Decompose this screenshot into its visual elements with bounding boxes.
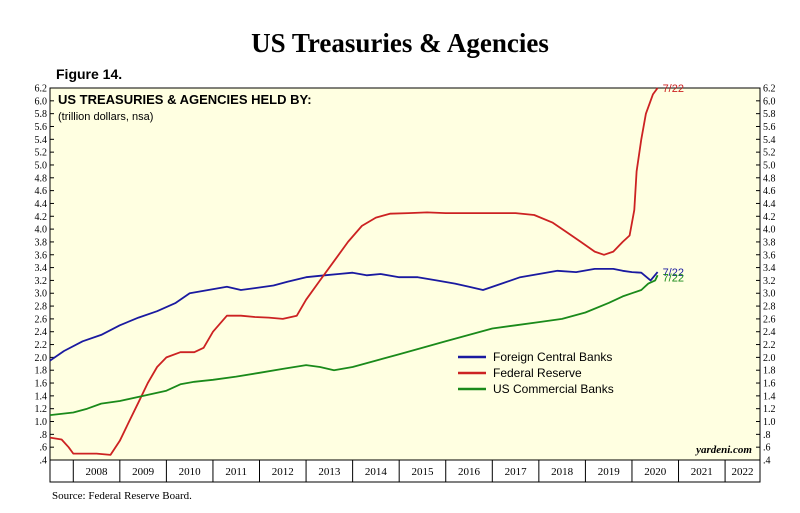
y-tick-label-right: 6.2 [763,84,776,95]
y-tick-label-right: .8 [763,430,771,441]
series-end-label: 7/22 [663,83,684,95]
y-tick-label-right: .6 [763,443,771,454]
y-tick-label-right: 1.2 [763,404,776,415]
y-tick-label-right: 3.4 [763,263,776,274]
y-tick-label-right: 6.0 [763,96,776,107]
y-tick-label-right: 4.2 [763,212,776,223]
y-tick-label-right: 2.0 [763,353,776,364]
y-tick-label-right: 5.8 [763,109,776,120]
x-tick-label: 2015 [411,466,434,478]
source-note: Source: Federal Reserve Board. [52,490,192,502]
legend-label: US Commercial Banks [493,382,614,396]
x-tick-label: 2021 [691,466,713,478]
y-tick-label-left: 4.0 [35,225,48,236]
y-tick-label-left: 2.4 [35,327,48,338]
y-tick-label-right: .4 [763,456,771,467]
y-tick-label-left: 5.0 [35,160,48,171]
y-tick-label-right: 1.0 [763,417,776,428]
y-tick-label-left: 2.8 [35,302,48,313]
y-tick-label-right: 1.6 [763,379,776,390]
y-tick-label-right: 2.8 [763,302,776,313]
y-tick-label-left: 3.2 [35,276,48,287]
x-tick-label: 2022 [732,466,754,478]
y-tick-label-left: 4.2 [35,212,48,223]
x-tick-label: 2010 [179,466,202,478]
end-labels: 7/227/227/22 [663,83,684,284]
series-line [49,87,659,456]
y-tick-label-left: 1.4 [35,391,48,402]
y-tick-label-right: 1.8 [763,366,776,377]
x-tick-label: 2014 [365,466,388,478]
y-tick-label-left: 6.2 [35,84,48,95]
y-tick-label-right: 5.2 [763,148,776,159]
x-tick-label: 2019 [598,466,621,478]
y-tick-label-right: 3.6 [763,250,776,261]
y-tick-label-left: 4.8 [35,173,48,184]
year-band [49,459,761,483]
x-tick-label: 2013 [318,466,341,478]
y-tick-label-left: 1.0 [35,417,48,428]
x-tick-label: 2011 [225,466,247,478]
plot-area [49,87,761,461]
series-end-label: 7/22 [663,267,684,279]
legend: Foreign Central Banks Federal Reserve US C… [458,350,614,396]
y-tick-label-left: .8 [40,430,48,441]
y-tick-label-right: 1.4 [763,391,776,402]
y-tick-label-right: 4.0 [763,225,776,236]
x-tick-label: 2008 [86,466,109,478]
y-tick-label-right: 2.4 [763,327,776,338]
y-axis-right: 6.26.0 5.8 5.6 5.4 5.25.0 4.8 4.6 4.4 4.2 4.03.8 3… [756,84,776,467]
y-tick-label-left: 5.2 [35,148,48,159]
y-tick-label-left: 2.6 [35,314,48,325]
y-tick-label-right: 4.6 [763,186,776,197]
legend-label: Federal Reserve [493,366,582,380]
legend-label: Foreign Central Banks [493,350,612,364]
y-tick-label-right: 3.8 [763,237,776,248]
y-tick-label-left: 5.4 [35,135,48,146]
y-tick-label-left: 4.6 [35,186,48,197]
y-tick-label-right: 3.2 [763,276,776,287]
page-title: US Treasuries & Agencies [251,28,549,58]
y-tick-label-left: 3.4 [35,263,48,274]
y-tick-label-right: 2.6 [763,314,776,325]
series-line [49,274,659,416]
y-tick-label-left: 5.8 [35,109,48,120]
y-tick-label-left: 1.8 [35,366,48,377]
yardeni-credit: yardeni.com [694,444,752,456]
y-tick-label-left: .6 [40,443,48,454]
y-tick-label-left: 6.0 [35,96,48,107]
y-tick-label-right: 2.2 [763,340,776,351]
x-tick-label: 2016 [458,466,481,478]
y-tick-label-left: 4.4 [35,199,48,210]
y-tick-label-right: 5.0 [763,160,776,171]
x-tick-label: 2020 [644,466,667,478]
y-tick-label-left: .4 [40,456,48,467]
x-tick-label: 2009 [132,466,155,478]
series-layer [49,87,659,456]
chart-subtitle: (trillion dollars, nsa) [58,111,153,123]
x-axis-years: 2008 2009 2010 2011 2012 2013 2014 2015 2016 2017… [72,460,754,482]
series-end-label: 7/22 [663,272,684,284]
y-tick-label-left: 3.8 [35,237,48,248]
y-tick-label-left: 1.2 [35,404,48,415]
y-tick-label-left: 3.0 [35,289,48,300]
x-tick-label: 2018 [551,466,574,478]
x-tick-label: 2012 [272,466,294,478]
y-tick-label-left: 1.6 [35,379,48,390]
series-line [49,267,659,362]
y-tick-label-right: 4.8 [763,173,776,184]
x-tick-label: 2017 [505,466,528,478]
y-tick-label-right: 3.0 [763,289,776,300]
y-tick-label-left: 5.6 [35,122,48,133]
figure-label: Figure 14. [56,66,123,82]
y-tick-label-right: 5.6 [763,122,776,133]
y-tick-label-left: 2.0 [35,353,48,364]
y-axis-left: 6.26.0 5.8 5.6 5.4 5.25.0 4.8 4.6 4.4 4.2 4.03.8 3… [35,84,54,467]
y-tick-label-left: 2.2 [35,340,48,351]
y-tick-label-left: 3.6 [35,250,48,261]
y-tick-label-right: 5.4 [763,135,776,146]
chart-title: US TREASURIES & AGENCIES HELD BY: [58,92,312,107]
y-tick-label-right: 4.4 [763,199,776,210]
